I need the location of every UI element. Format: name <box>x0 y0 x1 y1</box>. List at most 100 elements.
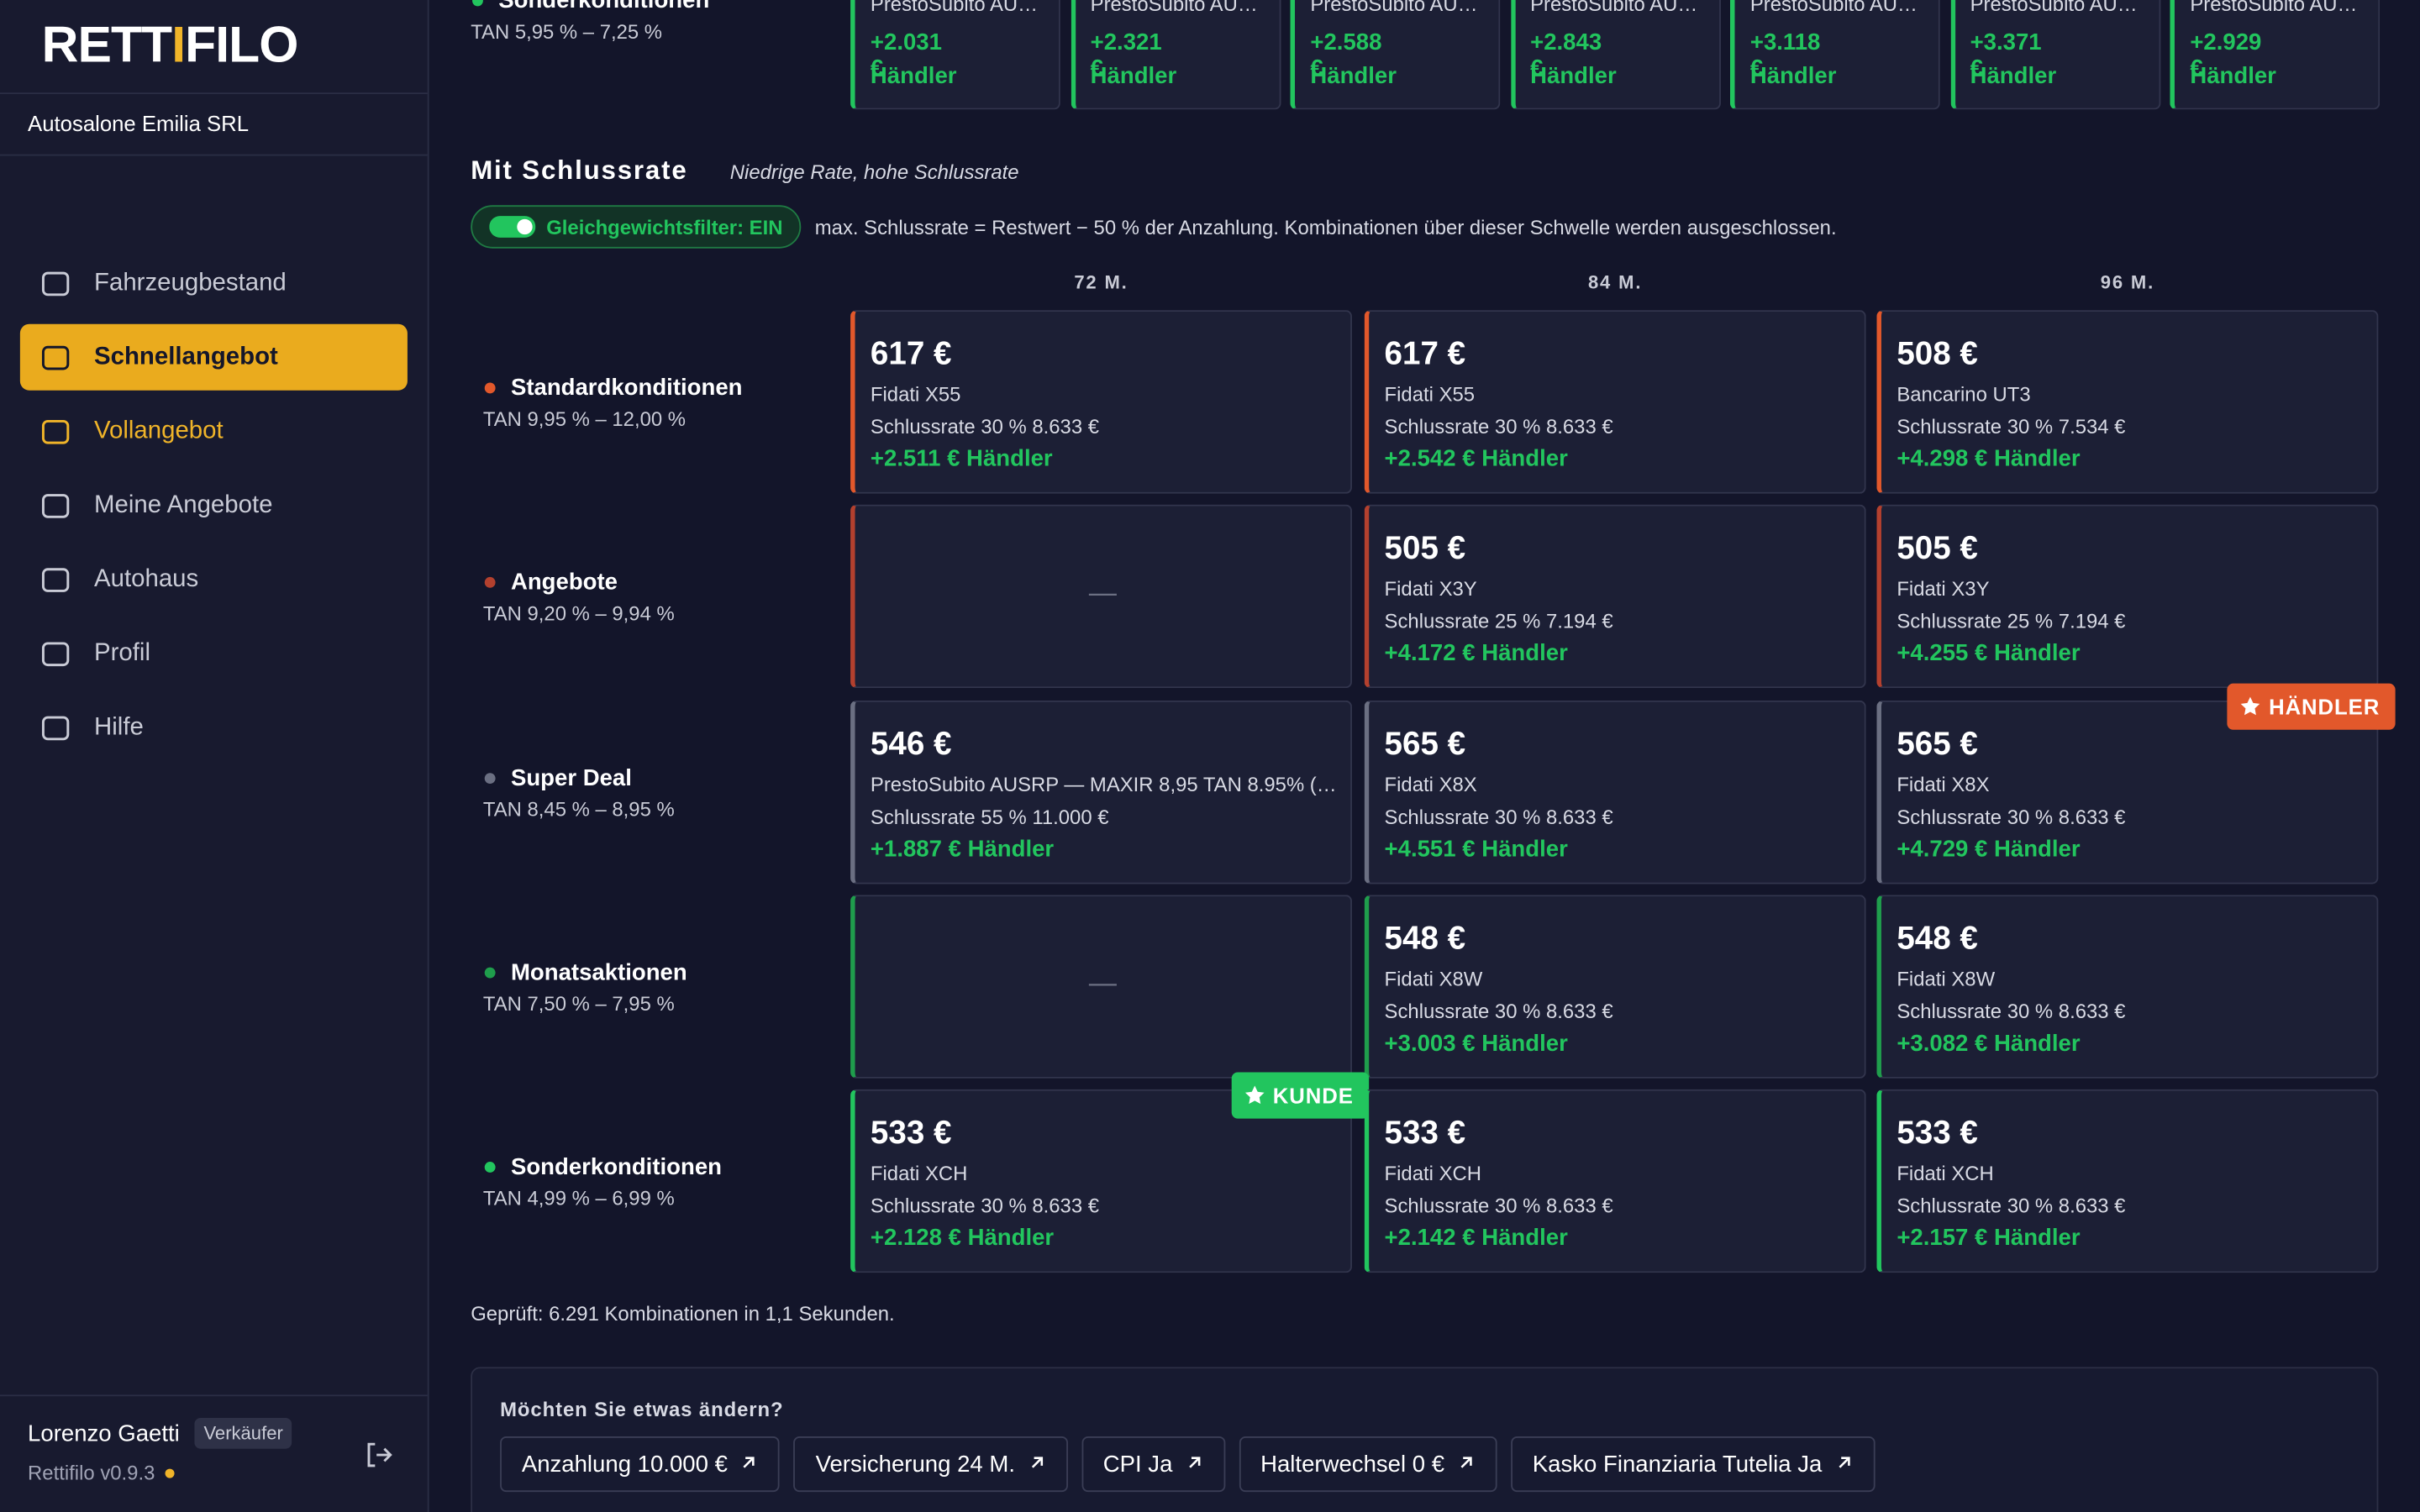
lender: Fidati X8W <box>1897 967 1996 990</box>
change-chip[interactable]: Halterwechsel 0 € <box>1239 1436 1497 1493</box>
offer-card[interactable]: 548 € Fidati X8W Schlussrate 30 % 8.633 € +… <box>1876 895 2379 1079</box>
offer-card[interactable]: 508 € Bancarino UT3 Schlussrate 30 % 7.534… <box>1876 310 2379 494</box>
row-dot <box>484 772 496 784</box>
nav-icon <box>41 419 70 444</box>
toggle-switch <box>489 216 536 238</box>
dealer-gain: +3.082 € Händler <box>1897 1030 2081 1057</box>
offer-card[interactable]: PrestoSubito AU… +3.371 € Händler <box>1949 0 2160 110</box>
dealer-gain: +4.551 € Händler <box>1384 835 1568 862</box>
lender: PrestoSubito AU… <box>1970 0 2138 16</box>
offer-card[interactable]: PrestoSubito AU… +3.118 € Händler <box>1729 0 1940 110</box>
final-rate: Schlussrate 30 % 7.534 € <box>1897 415 2126 438</box>
nav-label: Schnellangebot <box>94 343 278 370</box>
lender: Fidati X8W <box>1384 967 1483 990</box>
final-rate: Schlussrate 30 % 8.633 € <box>870 415 1100 438</box>
gain: +3.371 € <box>1970 29 2042 82</box>
row-name: Sonderkonditionen <box>471 0 709 14</box>
nav-label: Profil <box>94 639 150 666</box>
star-icon <box>2240 696 2260 715</box>
row-tan: TAN 4,99 % – 6,99 % <box>482 1186 675 1210</box>
price: 565 € <box>1897 726 1978 762</box>
row-name: Sonderkonditionen <box>483 1154 722 1180</box>
offer-card[interactable]: 565 € Fidati X8X Schlussrate 30 % 8.633 € +… <box>1876 682 2396 884</box>
dealer-gain: +1.887 € Händler <box>870 835 1055 862</box>
chip-label: Halterwechsel 0 € <box>1260 1451 1445 1478</box>
beneficiary: Händler <box>870 63 957 90</box>
offer-card[interactable]: 548 € Fidati X8W Schlussrate 30 % 8.633 € +… <box>1364 895 1866 1079</box>
gain: +2.929 € <box>2190 29 2262 82</box>
offer-card[interactable]: PrestoSubito AU… +2.321 € Händler <box>1070 0 1281 110</box>
lender: Fidati X55 <box>1384 382 1476 407</box>
change-panel: Möchten Sie etwas ändern? Anzahlung 10.0… <box>471 1367 2379 1512</box>
final-rate: Schlussrate 30 % 8.633 € <box>870 1194 1100 1218</box>
row-label: Standardkonditionen TAN 9,95 % – 12,00 % <box>483 375 743 430</box>
offer-card[interactable]: PrestoSubito AU… +2.929 € Händler <box>2170 0 2381 110</box>
change-chip[interactable]: CPI Ja <box>1081 1436 1225 1493</box>
nav-item[interactable]: Hilfe <box>20 695 408 761</box>
change-chip[interactable]: Kasko Finanziaria Tutelia Ja <box>1511 1436 1875 1493</box>
nav-label: Meine Angebote <box>94 491 273 518</box>
final-rate: Schlussrate 55 % 11.000 € <box>870 805 1109 828</box>
offer-card[interactable]: 505 € Fidati X3Y Schlussrate 25 % 7.194 € +… <box>1364 505 1866 689</box>
row-name-text: Monatsaktionen <box>510 959 687 986</box>
filter-toggle[interactable]: Gleichgewichtsfilter: EIN <box>471 205 802 249</box>
column-header: 84 M. <box>1587 271 1643 293</box>
star-icon <box>1244 1085 1265 1105</box>
nav-icon <box>41 715 70 740</box>
nav-item[interactable]: Autohaus <box>20 546 408 612</box>
offer-card[interactable]: 617 € Fidati X55 Schlussrate 30 % 8.633 € +… <box>850 310 1352 494</box>
price: 508 € <box>1897 336 1978 372</box>
row-dot <box>484 577 496 589</box>
nav-item[interactable]: Profil <box>20 620 408 686</box>
row-dot <box>472 0 483 7</box>
offer-card[interactable]: PrestoSubito AU… +2.031 € Händler <box>850 0 1060 110</box>
gain: +2.843 € <box>1530 29 1602 82</box>
offer-card[interactable]: 533 € Fidati XCH Schlussrate 30 % 8.633 € +… <box>850 1072 1370 1273</box>
arrow-icon <box>744 1456 755 1467</box>
lender: PrestoSubito AU… <box>1310 0 1478 16</box>
logout-button[interactable] <box>363 1440 394 1471</box>
nav-item[interactable]: Schnellangebot <box>19 323 408 391</box>
change-chip[interactable]: Anzahlung 10.000 € <box>500 1436 781 1493</box>
status-dot <box>165 1468 175 1478</box>
lender: PrestoSubito AU… <box>2190 0 2358 16</box>
offer-card[interactable]: PrestoSubito AU… +2.588 € Händler <box>1290 0 1501 110</box>
lender: PrestoSubito AU… <box>1090 0 1258 16</box>
dealer-gain: +2.142 € Händler <box>1384 1225 1568 1252</box>
arrow-icon <box>1838 1456 1849 1467</box>
offer-card[interactable]: 617 € Fidati X55 Schlussrate 30 % 8.633 € +… <box>1364 310 1866 494</box>
offer-card[interactable]: 533 € Fidati XCH Schlussrate 30 % 8.633 € +… <box>1876 1089 2379 1273</box>
offer-card[interactable]: 505 € Fidati X3Y Schlussrate 25 % 7.194 € +… <box>1876 505 2379 689</box>
chip-label: Kasko Finanziaria Tutelia Ja <box>1532 1451 1823 1478</box>
check-summary: Geprüft: 6.291 Kombinationen in 1,1 Seku… <box>471 1302 895 1326</box>
chip-label: CPI Ja <box>1102 1451 1173 1478</box>
final-rate: Schlussrate 30 % 8.633 € <box>1897 1194 2126 1218</box>
badge-label: KUNDE <box>1272 1083 1354 1109</box>
nav-label: Vollangebot <box>94 417 224 444</box>
gain: +2.321 € <box>1090 29 1162 82</box>
change-chip[interactable]: Versicherung 24 M. <box>793 1436 1068 1493</box>
logo[interactable]: RETTIFILO <box>42 15 299 74</box>
chip-label: Versicherung 24 M. <box>815 1451 1016 1478</box>
lender: Fidati X3Y <box>1897 577 1990 601</box>
row-name-text: Standardkonditionen <box>510 375 743 402</box>
offer-card[interactable]: 533 € Fidati XCH Schlussrate 30 % 8.633 € +… <box>1364 1089 1866 1273</box>
nav-item[interactable]: Meine Angebote <box>20 472 408 538</box>
chip-arrow <box>1822 1451 1853 1477</box>
badge: KUNDE <box>1231 1072 1370 1119</box>
row-tan: TAN 9,20 % – 9,94 % <box>482 601 675 626</box>
price: 565 € <box>1384 726 1466 762</box>
lender: PrestoSubito AU… <box>1530 0 1698 16</box>
dealer-gain: +4.298 € Händler <box>1897 445 2081 473</box>
offer-card[interactable]: 546 € PrestoSubito AUSRP — MAXIR 8,95 TAN… <box>850 700 1352 884</box>
row-name-text: Super Deal <box>510 764 632 791</box>
offer-card[interactable]: 565 € Fidati X8X Schlussrate 30 % 8.633 € +… <box>1364 700 1866 884</box>
nav-item[interactable]: Vollangebot <box>20 398 408 465</box>
dealer-gain: +4.172 € Händler <box>1384 640 1568 668</box>
offer-card[interactable]: PrestoSubito AU… +2.843 € Händler <box>1510 0 1721 110</box>
row-name: Standardkonditionen <box>483 375 743 402</box>
nav-item[interactable]: Fahrzeugbestand <box>20 250 408 317</box>
nav-label: Autohaus <box>94 565 199 592</box>
nav-icon <box>41 270 70 296</box>
